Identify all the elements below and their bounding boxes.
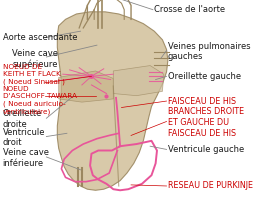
Text: Veine cave
inférieure: Veine cave inférieure [3,148,49,168]
Text: Aorte ascendante: Aorte ascendante [3,33,77,42]
Text: Oreillette gauche: Oreillette gauche [168,72,241,81]
Text: Ventricule gauche: Ventricule gauche [168,145,244,154]
Polygon shape [59,71,113,102]
Text: Veines pulmonaires
gauches: Veines pulmonaires gauches [168,42,251,61]
Polygon shape [113,66,164,96]
Text: NOEUD DE
KEITH ET FLACK
( Noeud Sinusal )
NOEUD
D'ASCHOFF TAWARA
( Noeud auricul: NOEUD DE KEITH ET FLACK ( Noeud Sinusal … [3,64,77,115]
Text: Oreillette
droite: Oreillette droite [3,109,42,129]
Polygon shape [57,12,168,190]
Text: Crosse de l'aorte: Crosse de l'aorte [154,5,225,14]
Text: BRANCHES DROITE
ET GAUCHE DU
FAISCEAU DE HIS: BRANCHES DROITE ET GAUCHE DU FAISCEAU DE… [168,107,244,138]
Text: RESEAU DE PURKINJE: RESEAU DE PURKINJE [168,181,253,190]
Text: FAISCEAU DE HIS: FAISCEAU DE HIS [168,97,236,106]
Text: Ventricule
droit: Ventricule droit [3,128,45,147]
Text: Veine cave
supérieure: Veine cave supérieure [12,49,58,69]
